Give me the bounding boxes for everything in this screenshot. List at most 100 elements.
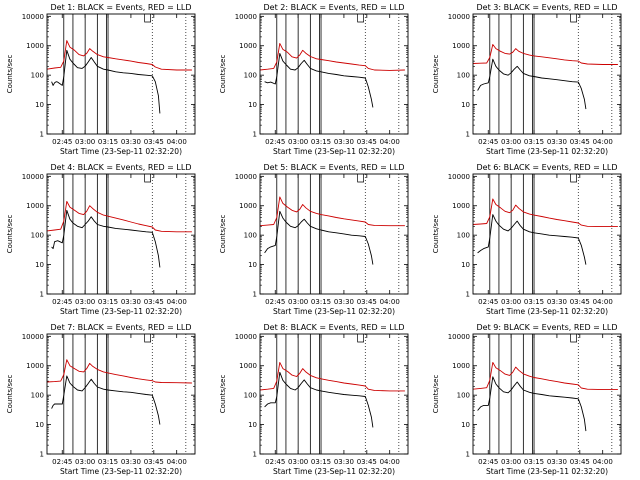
x-tick-label: 04:00 <box>167 138 187 146</box>
series-events-line <box>264 52 374 108</box>
x-tick-label: 03:45 <box>570 458 590 466</box>
x-tick-label: 04:00 <box>380 138 400 146</box>
x-tick-label: 04:00 <box>380 458 400 466</box>
x-tick-label: 04:00 <box>167 298 187 306</box>
chart-det-4: Det 4: BLACK = Events, RED = LLD Counts/s… <box>6 163 196 316</box>
x-axis-label: Start Time (23-Sep-11 02:32:20) <box>486 467 608 476</box>
series-events-line <box>477 214 587 265</box>
x-tick-label: 02:45 <box>52 298 72 306</box>
x-tick-label: 04:00 <box>593 138 613 146</box>
y-tick-label: 100 <box>31 392 44 400</box>
x-tick-label: 03:45 <box>570 298 590 306</box>
series-lld-line <box>472 361 618 391</box>
chart-title: Det 9: BLACK = Events, RED = LLD <box>477 323 618 332</box>
y-tick-label: 10 <box>461 421 470 429</box>
y-axis-label: Counts/sec <box>219 55 227 94</box>
bracket-marker <box>570 174 577 183</box>
bracket-marker <box>570 14 577 23</box>
series-lld-line <box>259 361 405 392</box>
series-events-line <box>51 209 161 268</box>
y-tick-label: 1000 <box>452 42 470 50</box>
chart-det-9: Det 9: BLACK = Events, RED = LLD Counts/s… <box>432 323 622 476</box>
bracket-marker <box>570 334 577 343</box>
y-tick-label: 100 <box>31 72 44 80</box>
series-events-line <box>477 58 587 110</box>
x-tick-label: 03:30 <box>121 458 141 466</box>
x-tick-label: 03:30 <box>121 138 141 146</box>
x-tick-label: 03:45 <box>570 138 590 146</box>
x-tick-label: 03:30 <box>547 458 567 466</box>
bracket-marker <box>357 174 364 183</box>
x-tick-label: 03:15 <box>98 138 118 146</box>
y-axis-label: Counts/sec <box>6 375 14 414</box>
x-tick-label: 03:15 <box>524 298 544 306</box>
y-tick-label: 1 <box>466 451 470 459</box>
chart-det-5: Det 5: BLACK = Events, RED = LLD Counts/s… <box>219 163 409 316</box>
x-tick-label: 02:45 <box>52 138 72 146</box>
chart-title: Det 6: BLACK = Events, RED = LLD <box>477 163 618 172</box>
x-tick-label: 03:30 <box>334 138 354 146</box>
x-tick-label: 03:15 <box>524 458 544 466</box>
x-tick-label: 04:00 <box>167 458 187 466</box>
x-tick-label: 04:00 <box>593 458 613 466</box>
y-tick-label: 1 <box>40 291 44 299</box>
y-axis-label: Counts/sec <box>432 215 440 254</box>
series-lld-line <box>472 44 618 65</box>
y-tick-label: 100 <box>244 232 257 240</box>
y-tick-label: 1000 <box>26 202 44 210</box>
series-events-line <box>51 49 161 114</box>
series-lld-line <box>46 200 192 233</box>
y-axis-label: Counts/sec <box>432 375 440 414</box>
y-axis-label: Counts/sec <box>432 55 440 94</box>
chart-title: Det 2: BLACK = Events, RED = LLD <box>264 3 405 12</box>
x-tick-label: 03:45 <box>357 458 377 466</box>
series-events-line <box>477 376 587 432</box>
series-events-line <box>264 371 374 428</box>
x-tick-label: 02:45 <box>478 458 498 466</box>
x-axis-label: Start Time (23-Sep-11 02:32:20) <box>60 307 182 316</box>
x-tick-label: 02:45 <box>478 298 498 306</box>
series-lld-line <box>259 196 405 227</box>
y-tick-label: 1 <box>466 131 470 139</box>
plot-frame <box>472 333 622 455</box>
plot-frame <box>46 13 196 135</box>
y-axis-label: Counts/sec <box>6 55 14 94</box>
x-tick-label: 03:00 <box>501 138 521 146</box>
x-tick-label: 03:45 <box>144 298 164 306</box>
x-tick-label: 03:00 <box>288 458 308 466</box>
chart-title: Det 1: BLACK = Events, RED = LLD <box>51 3 192 12</box>
chart-title: Det 8: BLACK = Events, RED = LLD <box>264 323 405 332</box>
y-axis-label: Counts/sec <box>219 215 227 254</box>
y-tick-label: 100 <box>457 232 470 240</box>
x-tick-label: 03:00 <box>288 298 308 306</box>
x-tick-label: 03:00 <box>501 298 521 306</box>
y-tick-label: 10 <box>248 101 257 109</box>
y-tick-label: 1000 <box>26 42 44 50</box>
x-tick-label: 03:45 <box>144 138 164 146</box>
x-tick-label: 02:45 <box>265 138 285 146</box>
x-tick-label: 03:15 <box>98 458 118 466</box>
y-tick-label: 100 <box>244 392 257 400</box>
y-tick-label: 10 <box>248 421 257 429</box>
x-axis-label: Start Time (23-Sep-11 02:32:20) <box>60 147 182 156</box>
plot-frame <box>259 333 409 455</box>
y-tick-label: 1 <box>253 451 257 459</box>
x-tick-label: 02:45 <box>265 298 285 306</box>
y-tick-label: 1 <box>253 291 257 299</box>
y-tick-label: 1000 <box>452 362 470 370</box>
plot-frame <box>259 173 409 295</box>
y-tick-label: 10 <box>461 261 470 269</box>
series-lld-line <box>259 42 405 71</box>
x-tick-label: 03:30 <box>121 298 141 306</box>
y-tick-label: 1000 <box>239 42 257 50</box>
x-tick-label: 02:45 <box>265 458 285 466</box>
y-axis-label: Counts/sec <box>219 375 227 414</box>
y-tick-label: 10 <box>248 261 257 269</box>
x-tick-label: 03:45 <box>357 138 377 146</box>
bracket-marker <box>144 174 151 183</box>
x-tick-label: 04:00 <box>593 298 613 306</box>
y-tick-label: 10000 <box>235 333 257 341</box>
x-tick-label: 03:15 <box>311 458 331 466</box>
x-tick-label: 03:15 <box>311 138 331 146</box>
y-tick-label: 10 <box>35 261 44 269</box>
